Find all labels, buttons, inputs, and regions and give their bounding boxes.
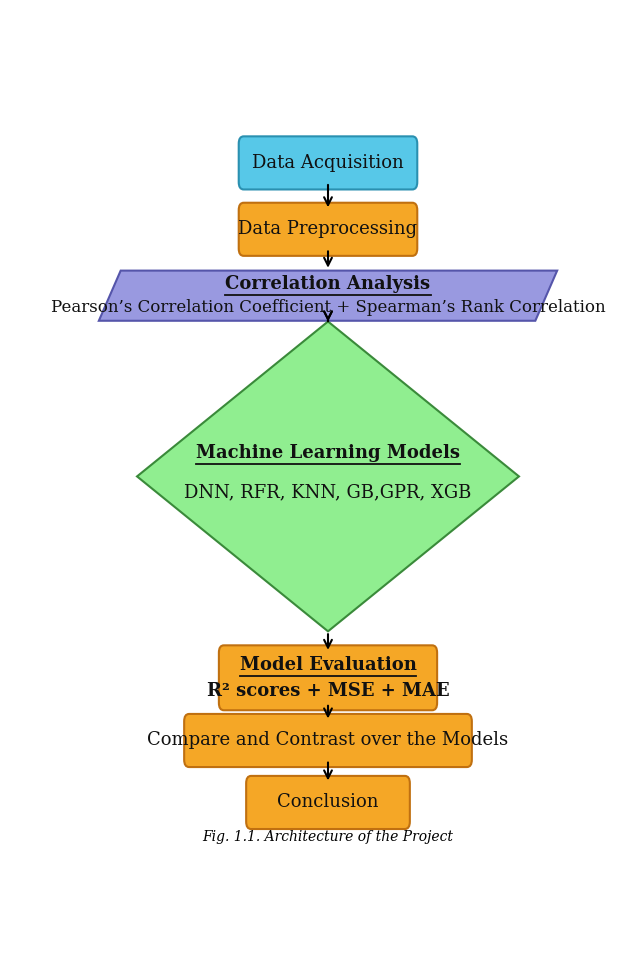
Text: Compare and Contrast over the Models: Compare and Contrast over the Models xyxy=(147,732,509,749)
Text: Data Acquisition: Data Acquisition xyxy=(252,154,404,171)
Text: Model Evaluation: Model Evaluation xyxy=(239,655,417,673)
Text: Conclusion: Conclusion xyxy=(277,793,379,811)
FancyBboxPatch shape xyxy=(239,203,417,256)
Polygon shape xyxy=(137,322,519,631)
Text: DNN, RFR, KNN, GB,GPR, XGB: DNN, RFR, KNN, GB,GPR, XGB xyxy=(184,484,472,502)
Text: Correlation Analysis: Correlation Analysis xyxy=(225,275,431,293)
FancyBboxPatch shape xyxy=(246,776,410,829)
Text: Fig. 1.1. Architecture of the Project: Fig. 1.1. Architecture of the Project xyxy=(202,830,454,844)
Polygon shape xyxy=(99,270,557,321)
FancyBboxPatch shape xyxy=(219,646,437,710)
Text: Machine Learning Models: Machine Learning Models xyxy=(196,444,460,462)
Text: Data Preprocessing: Data Preprocessing xyxy=(239,220,417,239)
Text: R² scores + MSE + MAE: R² scores + MSE + MAE xyxy=(207,682,449,700)
Text: Pearson’s Correlation Coefficient + Spearman’s Rank Correlation: Pearson’s Correlation Coefficient + Spea… xyxy=(51,299,605,316)
FancyBboxPatch shape xyxy=(184,714,472,767)
FancyBboxPatch shape xyxy=(239,136,417,190)
